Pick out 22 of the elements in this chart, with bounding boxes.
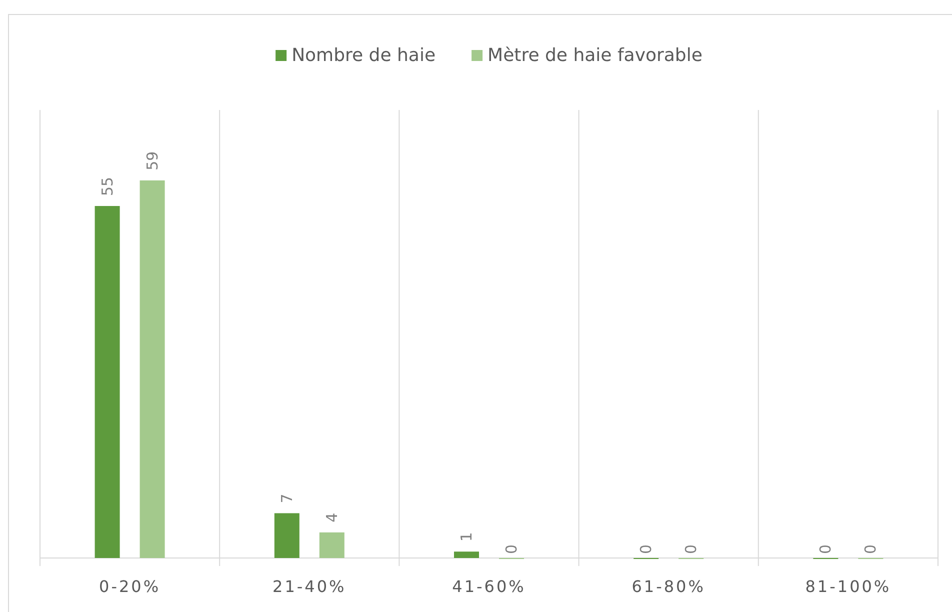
bar bbox=[94, 206, 120, 558]
data-label: 0 bbox=[862, 544, 880, 554]
bar bbox=[454, 552, 479, 558]
x-tick-label: 41-60% bbox=[452, 577, 526, 596]
x-tick-label: 21-40% bbox=[272, 577, 346, 596]
data-label: 4 bbox=[322, 512, 341, 522]
legend-label: Nombre de haie bbox=[292, 45, 436, 66]
x-tick-label: 61-80% bbox=[632, 577, 706, 596]
data-label: 59 bbox=[143, 151, 162, 170]
data-label: 7 bbox=[278, 494, 296, 504]
legend-label: Mètre de haie favorable bbox=[488, 45, 702, 66]
bar bbox=[140, 180, 165, 558]
x-tick-label: 81-100% bbox=[805, 577, 892, 596]
data-label: 0 bbox=[637, 544, 656, 554]
data-label: 55 bbox=[98, 176, 116, 196]
x-tick-label: 0-20% bbox=[99, 577, 161, 596]
data-label: 0 bbox=[682, 544, 700, 554]
bar bbox=[274, 513, 300, 558]
data-label: 1 bbox=[458, 532, 476, 542]
data-label: 0 bbox=[502, 544, 520, 554]
data-label: 0 bbox=[816, 544, 835, 554]
bar bbox=[319, 532, 344, 558]
